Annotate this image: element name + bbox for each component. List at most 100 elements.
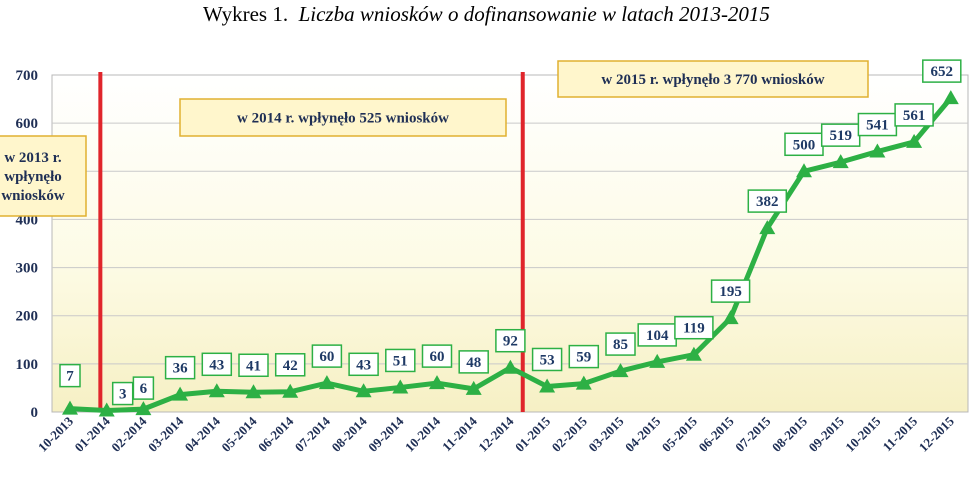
data-point-marker (135, 401, 152, 416)
data-label: 561 (903, 108, 926, 124)
data-label: 92 (503, 334, 518, 350)
x-tick-label: 08-2015 (769, 413, 811, 455)
x-tick-label: 07-2014 (292, 413, 334, 455)
data-label: 51 (393, 353, 408, 369)
annotation-text: w 2014 r. wpłynęło 525 wniosków (237, 111, 449, 127)
x-tick-label: 04-2014 (182, 413, 224, 455)
data-point-marker (62, 400, 78, 415)
data-label: 382 (756, 194, 779, 210)
x-tick-label: 09-2015 (806, 413, 848, 455)
x-tick-label: 12-2015 (916, 413, 958, 455)
data-point-marker (208, 383, 225, 398)
annotation-box (557, 60, 869, 98)
data-label: 59 (576, 350, 591, 366)
data-label: 7 (66, 369, 74, 385)
y-tick-label: 0 (31, 405, 39, 421)
data-label: 6 (140, 381, 148, 397)
x-tick-label: 10-2015 (842, 413, 884, 455)
data-label: 60 (319, 349, 334, 365)
x-tick-label: 01-2014 (72, 413, 114, 455)
data-point-marker (796, 163, 812, 178)
data-label: 119 (683, 321, 705, 337)
data-label-box (164, 355, 196, 380)
x-tick-label: 03-2014 (145, 413, 187, 455)
data-label: 195 (719, 284, 742, 300)
data-label: 41 (246, 358, 261, 374)
data-label: 652 (931, 64, 954, 80)
data-label: 3 (119, 387, 127, 403)
data-label-box (922, 59, 962, 83)
data-point-marker (282, 383, 299, 398)
y-tick-label: 300 (16, 261, 39, 277)
data-point-marker (649, 353, 666, 368)
data-label: 43 (356, 357, 371, 373)
data-point-marker (575, 375, 592, 390)
data-label: 104 (646, 328, 669, 344)
data-label-box (710, 279, 751, 303)
data-label-box (274, 353, 306, 377)
x-tick-label: 10-2014 (402, 413, 444, 455)
data-label-box (605, 332, 636, 356)
x-tick-label: 12-2014 (475, 413, 517, 455)
data-label: 500 (793, 137, 816, 153)
data-label: 42 (283, 358, 298, 374)
data-point-marker (429, 375, 445, 390)
data-point-marker (355, 383, 372, 398)
data-point-marker (685, 346, 702, 361)
data-label-box (348, 352, 379, 377)
x-tick-label: 01-2015 (512, 413, 554, 455)
data-label-box (531, 347, 563, 372)
title-prefix: Wykres 1. (203, 2, 289, 26)
data-point-marker (942, 90, 959, 105)
data-point-marker (759, 220, 776, 235)
data-point-marker (172, 386, 189, 401)
x-tick-label: 10-2013 (35, 413, 77, 455)
data-label: 541 (866, 118, 889, 134)
data-label-box (238, 353, 269, 378)
data-label-box (132, 376, 155, 400)
x-tick-label: 11-2015 (879, 413, 920, 454)
data-label-box (201, 352, 233, 377)
data-label: 48 (466, 355, 481, 371)
data-point-marker (98, 402, 115, 417)
annotation-text: w 2015 r. wpłynęło 3 770 wniosków (601, 72, 824, 88)
x-tick-label: 07-2015 (732, 413, 774, 455)
x-tick-label: 06-2015 (695, 413, 737, 455)
data-point-marker (392, 379, 409, 394)
data-point-marker (502, 359, 519, 374)
data-point-marker (539, 378, 556, 393)
data-label: 36 (173, 361, 189, 377)
x-tick-label: 05-2014 (218, 413, 260, 455)
x-tick-label: 03-2015 (585, 413, 627, 455)
annotation-box (179, 98, 507, 137)
y-tick-label: 200 (16, 309, 39, 325)
y-tick-label: 600 (16, 116, 39, 132)
x-tick-label: 11-2014 (439, 413, 480, 454)
data-label-box (311, 344, 343, 368)
y-tick-label: 100 (16, 357, 39, 373)
data-point-marker (612, 363, 629, 378)
data-label-box (747, 189, 788, 213)
data-label: 519 (829, 128, 852, 144)
data-point-marker (832, 154, 849, 169)
y-tick-label: 700 (16, 68, 39, 84)
data-label: 85 (613, 337, 628, 353)
data-label-box (385, 348, 416, 373)
data-label-box (495, 328, 526, 353)
annotation-text: wpłynęło (4, 169, 62, 185)
data-label-box (421, 344, 453, 368)
data-label-box (674, 315, 714, 340)
data-point-marker (906, 133, 923, 148)
data-point-marker (245, 384, 262, 399)
x-tick-label: 02-2014 (108, 413, 150, 455)
data-label: 60 (430, 349, 445, 365)
x-tick-label: 06-2014 (255, 413, 297, 455)
data-label: 53 (540, 352, 555, 368)
data-point-marker (465, 380, 482, 395)
x-tick-label: 09-2014 (365, 413, 407, 455)
x-tick-label: 08-2014 (328, 413, 370, 455)
annotation-text: w 2013 r. (4, 150, 62, 166)
annotation-text: wniosków (1, 188, 65, 204)
